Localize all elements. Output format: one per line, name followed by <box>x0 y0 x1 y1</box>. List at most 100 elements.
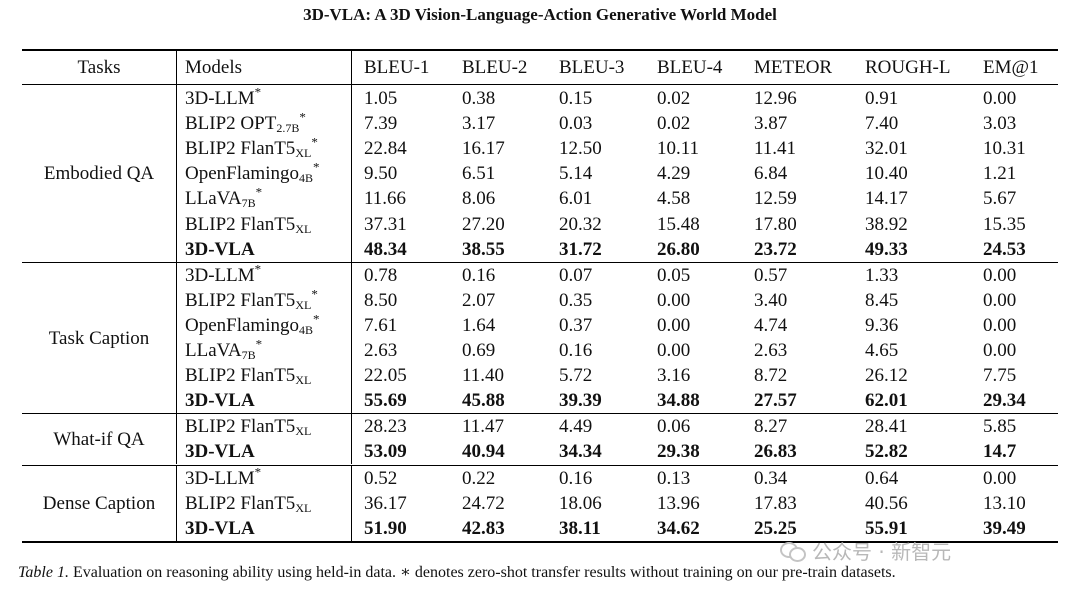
metric-value: 23.72 <box>754 238 797 260</box>
metric-value: 12.59 <box>754 188 797 210</box>
metric-value: 31.72 <box>559 238 602 260</box>
metric-value: 0.16 <box>462 264 496 286</box>
metric-value: 4.58 <box>657 188 691 210</box>
metric-value: 53.09 <box>364 441 407 463</box>
model-subscript: XL <box>295 500 312 515</box>
metric-value: 4.74 <box>754 314 788 336</box>
metric-value: 0.00 <box>983 264 1017 286</box>
metric-value: 0.91 <box>865 88 899 109</box>
metric-value: 5.67 <box>983 188 1017 210</box>
metric-value: 2.07 <box>462 289 496 311</box>
metric-value: 48.34 <box>364 238 407 260</box>
metric-value: 5.72 <box>559 365 593 387</box>
metric-value: 24.53 <box>983 238 1026 260</box>
model-name: 3D-LLM* <box>185 86 261 111</box>
metric-value: 25.25 <box>754 517 797 539</box>
metric-value: 0.02 <box>657 88 691 109</box>
metric-value: 8.27 <box>754 416 788 438</box>
metric-value: 17.80 <box>754 213 797 235</box>
metric-value: 15.35 <box>983 213 1026 235</box>
model-base-name: 3D-VLA <box>185 390 255 412</box>
model-name: 3D-VLA <box>185 388 255 413</box>
zero-shot-marker: * <box>254 84 262 100</box>
column-divider <box>351 261 352 414</box>
model-base-name: 3D-VLA <box>185 238 255 260</box>
model-base-name: BLIP2 FlanT5 <box>185 365 296 387</box>
metric-value: 4.49 <box>559 416 593 438</box>
column-header: BLEU-2 <box>462 57 528 78</box>
metric-value: 0.00 <box>657 289 691 311</box>
metric-value: 34.34 <box>559 441 602 463</box>
zero-shot-marker: * <box>313 311 320 327</box>
model-subscript: XL <box>295 221 312 236</box>
metric-value: 3.03 <box>983 113 1017 135</box>
model-subscript: 4B <box>299 171 314 186</box>
column-divider <box>351 50 352 85</box>
model-name: LLaVA7B* <box>185 338 262 363</box>
metric-value: 3.17 <box>462 113 496 135</box>
metric-value: 11.41 <box>754 138 797 160</box>
metric-value: 9.36 <box>865 314 899 336</box>
metric-value: 14.17 <box>865 188 908 210</box>
model-subscript: 7B <box>241 196 256 211</box>
metric-value: 0.06 <box>657 416 691 438</box>
metric-value: 4.29 <box>657 163 691 185</box>
metric-value: 0.37 <box>559 314 593 336</box>
metric-value: 37.31 <box>364 213 407 235</box>
metric-value: 0.16 <box>559 340 593 361</box>
metric-value: 0.00 <box>983 340 1017 361</box>
model-base-name: OpenFlamingo <box>185 314 299 336</box>
column-divider <box>176 50 177 85</box>
metric-value: 40.94 <box>462 441 505 463</box>
metric-value: 39.49 <box>983 517 1026 539</box>
model-subscript: XL <box>295 146 312 161</box>
metric-value: 8.45 <box>865 289 899 311</box>
group-rule <box>22 261 1058 263</box>
metric-value: 0.52 <box>364 467 398 489</box>
metric-value: 12.50 <box>559 138 602 160</box>
metric-value: 40.56 <box>865 492 908 514</box>
metric-value: 16.17 <box>462 138 505 160</box>
column-header: BLEU-1 <box>364 57 430 78</box>
task-label: Task Caption <box>48 327 150 349</box>
metric-value: 20.32 <box>559 213 602 235</box>
metric-value: 55.69 <box>364 390 407 412</box>
column-header: BLEU-4 <box>657 57 723 78</box>
zero-shot-marker: * <box>311 286 318 302</box>
zero-shot-marker: * <box>255 185 263 201</box>
metric-value: 27.57 <box>754 390 797 412</box>
metric-value: 0.00 <box>657 340 691 361</box>
metric-value: 8.50 <box>364 289 398 311</box>
column-divider <box>176 85 177 262</box>
metric-value: 13.10 <box>983 492 1026 514</box>
model-base-name: BLIP2 FlanT5 <box>185 492 296 514</box>
model-name: OpenFlamingo4B* <box>185 313 320 338</box>
column-header: EM@1 <box>983 57 1039 78</box>
metric-value: 1.64 <box>462 314 496 336</box>
metric-value: 6.84 <box>754 163 788 185</box>
metric-value: 51.90 <box>364 517 407 539</box>
model-base-name: LLaVA <box>185 188 242 210</box>
metric-value: 7.75 <box>983 365 1017 387</box>
metric-value: 0.05 <box>657 264 691 286</box>
model-subscript: XL <box>295 424 312 439</box>
metric-value: 10.40 <box>865 163 908 185</box>
metric-value: 34.88 <box>657 390 700 412</box>
metric-value: 0.03 <box>559 113 593 135</box>
column-divider <box>351 85 352 262</box>
metric-value: 0.00 <box>983 289 1017 311</box>
watermark: 公众号 · 新智元 <box>780 536 951 565</box>
model-name: BLIP2 FlanT5XL* <box>185 136 318 161</box>
task-label: Embodied QA <box>43 163 155 185</box>
metric-value: 0.15 <box>559 88 593 109</box>
model-name: BLIP2 OPT2.7B* <box>185 111 306 136</box>
table-title: 3D-VLA: A 3D Vision-Language-Action Gene… <box>303 5 777 24</box>
metric-value: 1.21 <box>983 163 1017 185</box>
metric-value: 0.07 <box>559 264 593 286</box>
model-base-name: BLIP2 FlanT5 <box>185 289 296 311</box>
model-name: 3D-VLA <box>185 439 255 464</box>
metric-value: 5.14 <box>559 163 593 185</box>
metric-value: 11.47 <box>462 416 505 438</box>
metric-value: 0.02 <box>657 113 691 135</box>
watermark-text: 公众号 · 新智元 <box>812 540 952 564</box>
